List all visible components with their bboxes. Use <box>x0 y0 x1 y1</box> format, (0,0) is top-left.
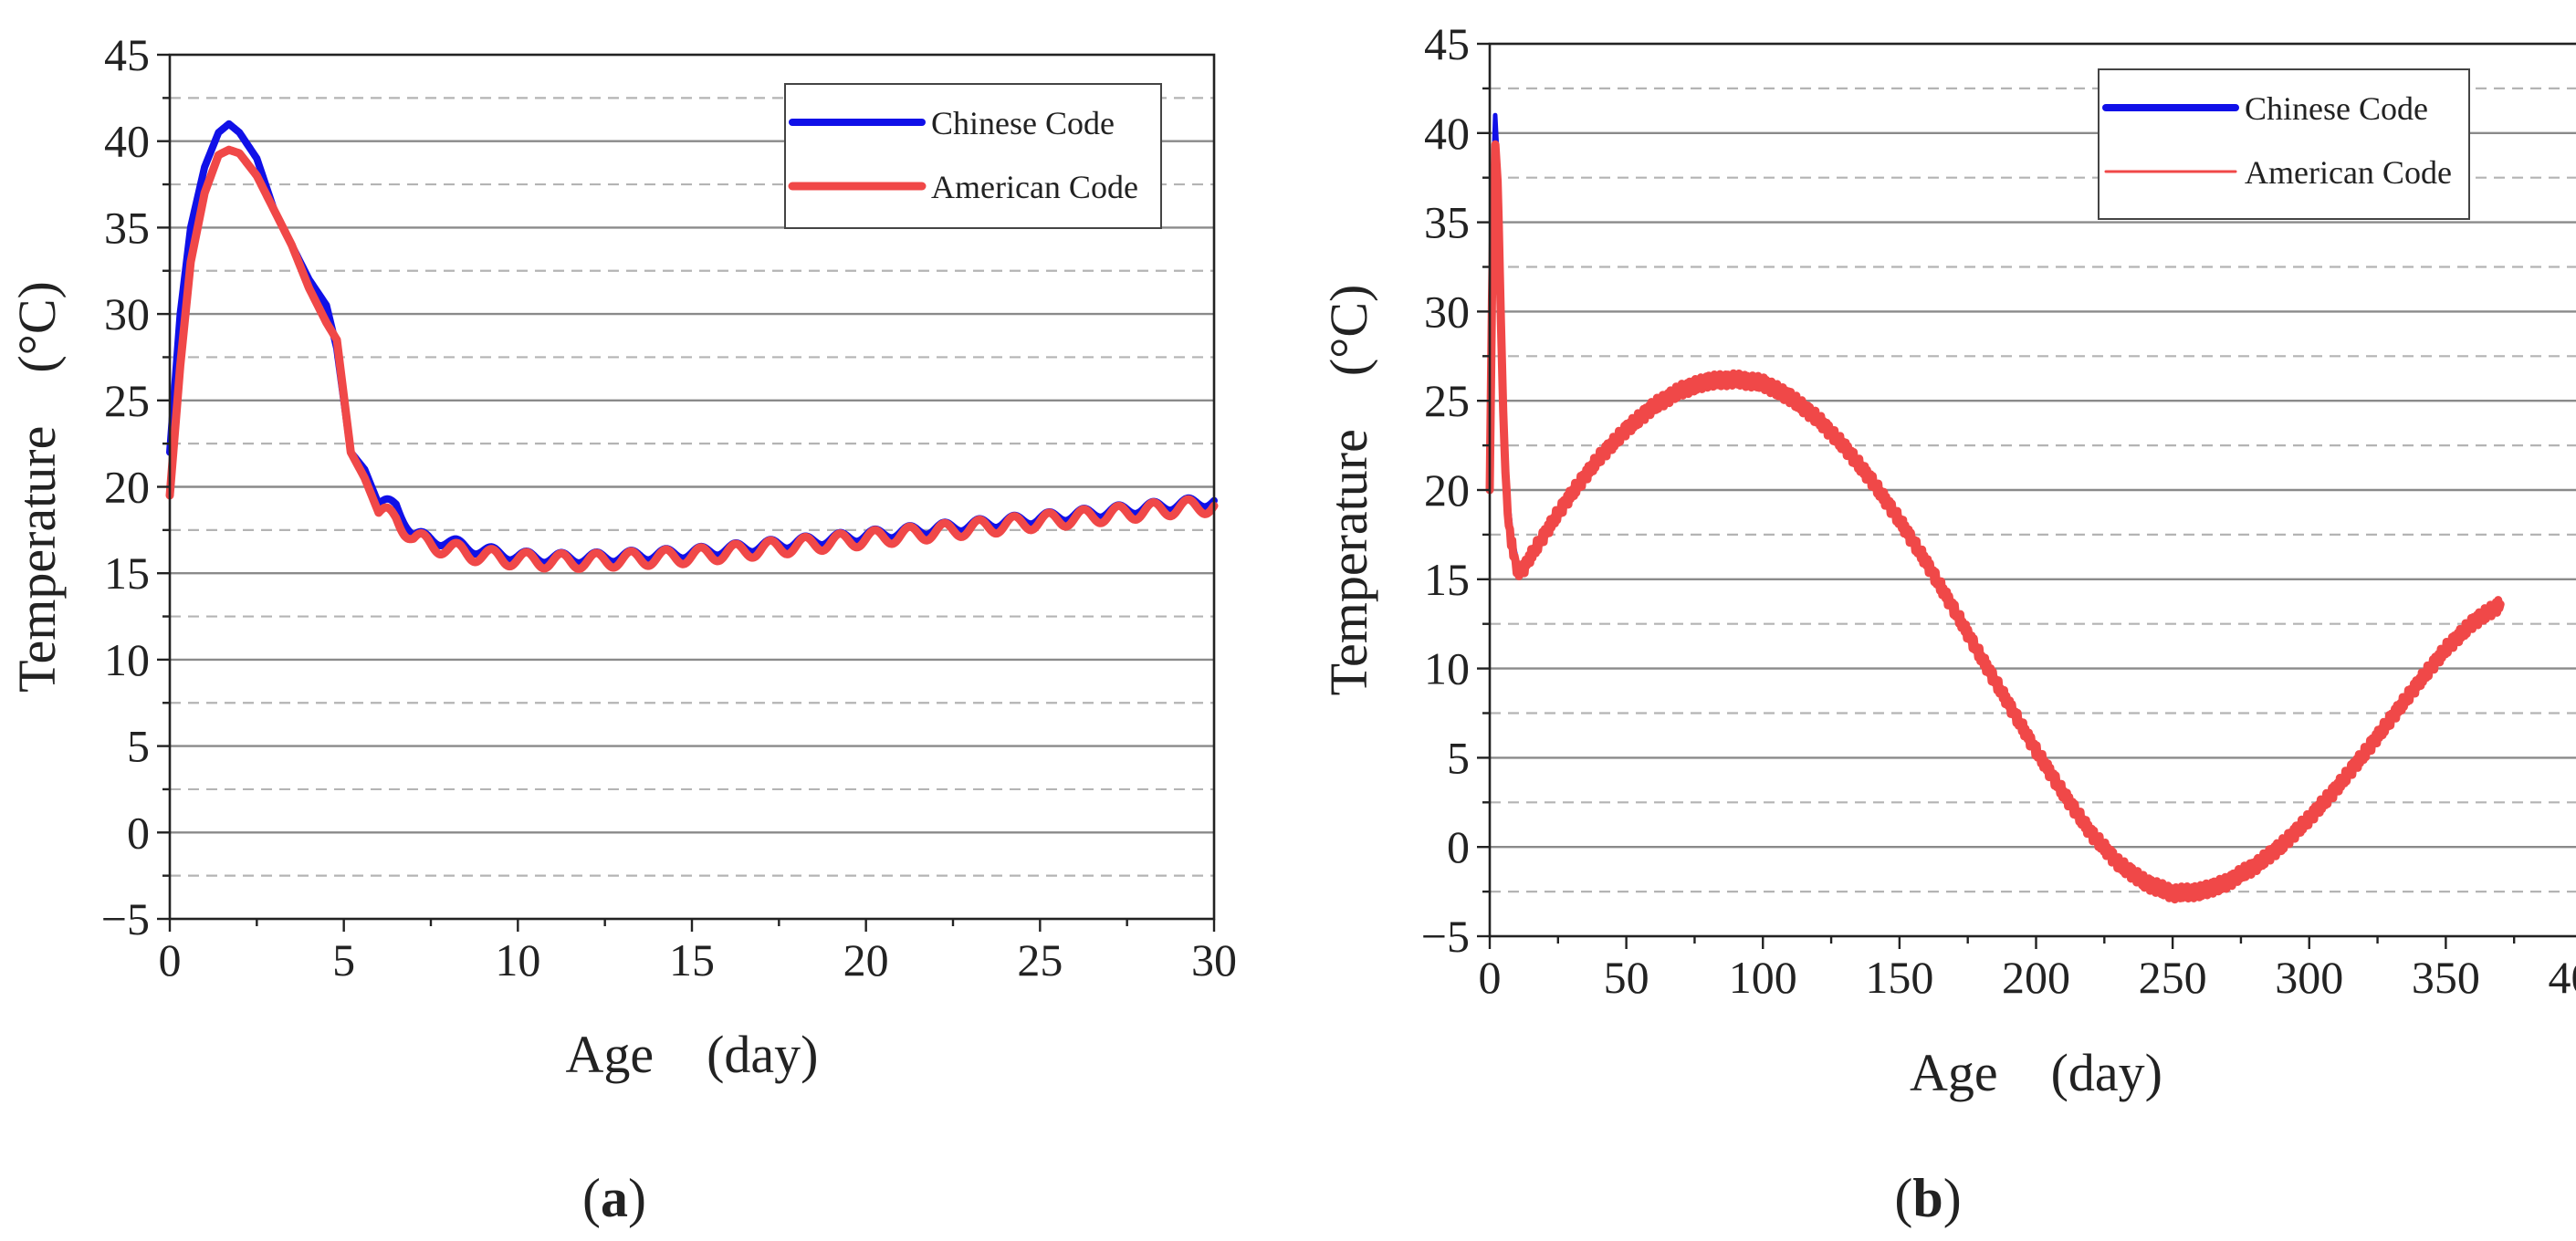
legend-label: American Code <box>931 169 1138 205</box>
y-tick-label: 35 <box>1424 197 1470 248</box>
y-tick-label: 15 <box>104 548 150 599</box>
y-tick-label: 0 <box>127 807 150 858</box>
x-tick-label: 10 <box>495 934 540 986</box>
y-tick-label: 5 <box>127 721 150 772</box>
y-tick-label: 10 <box>1424 643 1470 694</box>
legend-box <box>784 83 1162 229</box>
x-tick-label: 20 <box>843 934 889 986</box>
series-line-american-code <box>1485 140 2505 904</box>
x-axis-label: Age (day) <box>1910 1043 2162 1102</box>
y-tick-label: −5 <box>101 893 150 944</box>
y-tick-label: 45 <box>1424 18 1470 69</box>
y-tick-label: 35 <box>104 202 150 253</box>
x-tick-label: 25 <box>1017 934 1063 986</box>
series-line-american-code <box>165 145 1219 573</box>
caption-b-close: ) <box>1943 1168 1962 1228</box>
y-tick-label: 30 <box>104 288 150 339</box>
y-tick-label: 40 <box>104 116 150 167</box>
y-tick-label: 0 <box>1447 821 1470 872</box>
y-tick-label: 25 <box>1424 375 1470 426</box>
y-axis-label: Temperature (°C) <box>1319 285 1378 696</box>
caption-a-open: ( <box>582 1168 601 1228</box>
y-tick-label: 30 <box>1424 286 1470 337</box>
x-tick-label: 150 <box>1865 952 1933 1003</box>
x-tick-label: 350 <box>2412 952 2480 1003</box>
caption-a: (a) <box>582 1168 646 1228</box>
y-tick-label: 10 <box>104 634 150 685</box>
legend-label: Chinese Code <box>2245 90 2428 127</box>
legend-box <box>2098 68 2470 220</box>
x-tick-label: 300 <box>2275 952 2343 1003</box>
x-tick-label: 5 <box>332 934 355 986</box>
legend: Chinese Code American Code <box>784 83 1162 229</box>
x-tick-label: 0 <box>1479 952 1502 1003</box>
x-tick-label: 15 <box>669 934 715 986</box>
caption-a-close: ) <box>628 1168 646 1228</box>
caption-a-letter: a <box>601 1168 628 1228</box>
x-tick-label: 100 <box>1729 952 1797 1003</box>
y-axis-label: Temperature (°C) <box>7 281 67 693</box>
y-tick-label: 45 <box>104 29 150 80</box>
x-axis-label: Age (day) <box>565 1025 818 1084</box>
x-tick-label: 50 <box>1604 952 1649 1003</box>
legend: Chinese Code American Code <box>2098 68 2470 220</box>
y-tick-label: 5 <box>1447 732 1470 783</box>
caption-b-open: ( <box>1894 1168 1912 1228</box>
y-tick-label: 40 <box>1424 108 1470 159</box>
x-tick-label: 200 <box>2002 952 2070 1003</box>
y-tick-label: 25 <box>104 375 150 426</box>
x-tick-label: 0 <box>159 934 182 986</box>
y-tick-label: −5 <box>1421 911 1470 962</box>
x-tick-label: 250 <box>2139 952 2207 1003</box>
y-tick-label: 20 <box>104 462 150 513</box>
y-tick-label: 20 <box>1424 464 1470 516</box>
caption-b-letter: b <box>1912 1168 1942 1228</box>
legend-label: Chinese Code <box>931 105 1115 141</box>
caption-b: (b) <box>1894 1168 1961 1228</box>
legend-label: American Code <box>2245 154 2452 191</box>
x-tick-label: 30 <box>1191 934 1237 986</box>
y-tick-label: 15 <box>1424 554 1470 605</box>
x-tick-label: 400 <box>2549 952 2576 1003</box>
